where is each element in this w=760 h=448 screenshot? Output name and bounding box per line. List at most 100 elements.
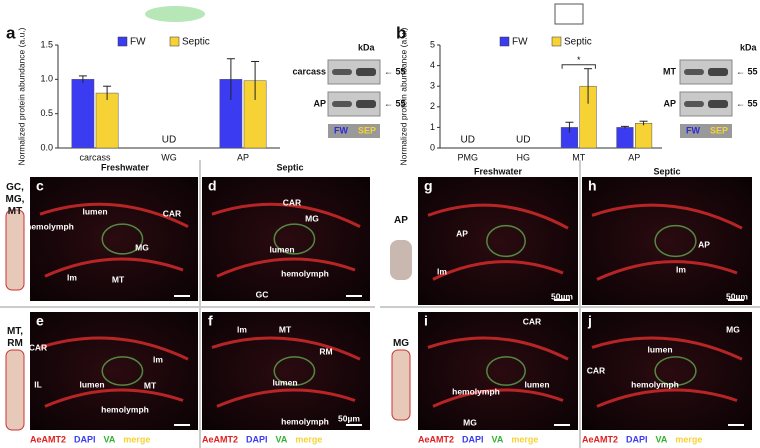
tissue-outline [654,224,697,258]
y-tick-label: 2 [430,101,435,111]
micrograph-label: lm [153,354,163,364]
panel-letter: e [36,313,44,329]
x-tick-label: AP [237,152,249,162]
bar [635,123,653,149]
blot-band [708,68,728,76]
blot-lane-box [328,124,380,138]
panel-letter: h [588,178,597,194]
blot-band [684,69,704,75]
blot-lane: FW [686,125,700,135]
legend-label: Septic [564,37,592,48]
blot-band [332,69,352,75]
tissue-outline [211,202,361,278]
blot-row-label: AP [313,98,326,108]
micrograph-label: MT [144,380,157,390]
micrograph-label: hemolymph [281,268,329,278]
icon [554,3,584,25]
tissue-outline [273,356,316,386]
blot-band [356,68,376,76]
panel-letter: g [424,178,433,194]
micrograph-label: MG [305,213,319,223]
blot-band [708,100,728,108]
y-tick-label: 0 [430,142,435,152]
micrograph-label: hemolymph [281,416,329,426]
x-tick-label: WG [161,152,177,162]
micrograph [582,177,752,305]
stain-legend: DAPI [626,434,648,444]
error-bar [103,85,112,100]
error-bar [565,121,574,133]
stain-legend: merge [295,434,322,444]
micrograph-label: hemolymph [101,404,149,414]
column-header: Septic [653,166,680,176]
blot-marker: ← 55 [384,98,406,108]
tissue-outline [591,336,743,408]
tissue-outline [427,203,569,281]
tissue-outline [211,336,361,408]
tissue-outline [427,336,569,408]
error-bar [620,125,629,129]
legend-label: Septic [182,37,210,48]
annotation: UD [461,135,475,146]
micrograph-label: hemolymph [631,379,679,389]
micrograph-label: lm [676,264,686,274]
bar [71,79,95,149]
stain-legend: AeAMT2 [30,434,66,444]
legend-swatch [551,36,562,47]
icon [5,349,25,431]
micrograph-label: lumen [647,344,672,354]
y-tick-label: 5 [430,39,435,49]
micrograph [418,177,578,305]
y-tick-label: 1 [430,122,435,132]
bar [616,127,634,149]
y-tick-label: 0.5 [40,108,53,118]
bar [95,92,119,149]
blot-band [356,100,376,108]
micrograph-label: CAR [587,365,605,375]
micrograph [582,312,752,430]
stain-legend: AeAMT2 [202,434,238,444]
x-tick-label: AP [628,152,640,162]
y-tick-label: 4 [430,60,435,70]
blot-lane: FW [334,125,348,135]
stain-legend: VA [104,434,116,444]
icon [391,349,411,421]
x-tick-label: HG [517,152,531,162]
icon [5,209,25,291]
stain-legend: merge [511,434,538,444]
micrograph-label: hemolymph [452,386,500,396]
tissue-outline [654,356,697,386]
stain-legend: DAPI [462,434,484,444]
blot-row-label: AP [663,98,676,108]
legend-swatch [499,36,510,47]
tissue-outline [39,202,189,278]
blot-unit: kDa [358,42,376,52]
micrograph-label: 50µm [551,291,573,301]
stain-legend: DAPI [74,434,96,444]
y-axis-label: Normalized protein abundance (a.u.) [16,27,26,165]
micrograph [202,312,370,430]
tissue-outline [273,223,316,255]
blot-lane: SEP [358,125,376,135]
panel-letter: i [424,313,428,329]
micrograph-label: CAR [163,208,181,218]
legend-label: FW [130,37,146,48]
y-tick-label: 3 [430,81,435,91]
row-label: AP [394,215,408,226]
blot-row-label: MT [663,66,676,76]
error-bar [78,75,87,83]
micrograph-label: 50µm [338,413,360,423]
micrograph-label: CAR [283,197,301,207]
annotation: UD [516,135,530,146]
x-tick-label: PMG [457,152,478,162]
micrograph-label: RM [319,346,332,356]
blot-marker: ← 55 [736,98,758,108]
legend-swatch [117,36,128,47]
panel-letter: a [6,23,16,42]
micrograph-label: lm [437,266,447,276]
column-header: Septic [276,162,303,172]
error-bar [226,58,235,100]
y-axis-label: Normalized protein abundance (a.u.) [398,27,408,165]
micrograph-label: AP [698,239,710,249]
